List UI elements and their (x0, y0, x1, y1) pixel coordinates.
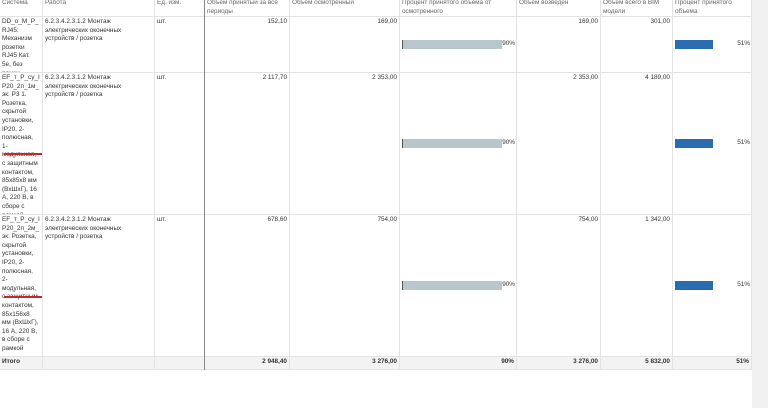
percent-label: 90% (502, 40, 515, 47)
percent-label: 51% (737, 281, 750, 288)
column-header[interactable]: Ед. изм. (155, 0, 205, 17)
percent-label: 90% (502, 281, 515, 288)
cell (400, 215, 517, 357)
total-cell: 3 276,00 (517, 357, 601, 370)
cell: шт. (155, 17, 205, 73)
total-cell: 51% (673, 357, 752, 370)
cell: 678,60 (205, 215, 290, 357)
cell: 169,00 (290, 17, 400, 73)
total-cell: 90% (400, 357, 517, 370)
cell: EF_т_P_су_IP20_2п_1м_эк: Р3 1. Розетка, … (0, 73, 43, 215)
cell: 2 117,70 (205, 73, 290, 215)
cell: 152,10 (205, 17, 290, 73)
cell (673, 17, 752, 73)
column-divider (204, 0, 205, 370)
cell (673, 215, 752, 357)
cell: 2 353,00 (290, 73, 400, 215)
progress-bar (675, 40, 714, 49)
cell: 6.2.3.4.2.3.1.2 Монтаж электрических око… (43, 215, 155, 357)
cell (673, 73, 752, 215)
annotation-underline (4, 296, 42, 298)
cell: 754,00 (290, 215, 400, 357)
cell: EF_т_P_су_IP20_2п_2м_эк: Розетка, скрыто… (0, 215, 43, 357)
percent-label: 51% (737, 139, 750, 146)
progress-bar (402, 281, 502, 290)
cell: 4 189,00 (601, 73, 673, 215)
cell: DD_o_M_P_RJ45: Механизм розетки RJ45 Кат… (0, 17, 43, 73)
cell: 301,00 (601, 17, 673, 73)
cell: 1 342,00 (601, 215, 673, 357)
cell (400, 17, 517, 73)
column-header[interactable]: Объем принятый за все периоды (205, 0, 290, 17)
total-cell: Итого (0, 357, 43, 370)
cell: 754,00 (517, 215, 601, 357)
progress-bar (675, 281, 714, 290)
cell: 2 353,00 (517, 73, 601, 215)
total-cell: 3 276,00 (290, 357, 400, 370)
column-header[interactable]: Объем осмотренный (290, 0, 400, 17)
annotation-underline (4, 153, 42, 155)
cell: 169,00 (517, 17, 601, 73)
cell: шт. (155, 215, 205, 357)
cell (43, 357, 155, 370)
cell: 6.2.3.4.2.3.1.2 Монтаж электрических око… (43, 73, 155, 215)
percent-label: 90% (502, 139, 515, 146)
progress-bar (402, 40, 502, 49)
column-header[interactable]: Процент принятого объема (673, 0, 752, 17)
total-cell: 5 832,00 (601, 357, 673, 370)
column-header[interactable]: Работа (43, 0, 155, 17)
column-header[interactable]: Объем возведен (517, 0, 601, 17)
cell: 6.2.3.4.2.3.1.2 Монтаж электрических око… (43, 17, 155, 73)
progress-bar (402, 139, 502, 148)
percent-label: 51% (737, 40, 750, 47)
cell: шт. (155, 73, 205, 215)
total-cell: 2 948,40 (205, 357, 290, 370)
progress-bar (675, 139, 714, 148)
column-header[interactable]: Объем всего в BIM модели (601, 0, 673, 17)
scroll-area (752, 0, 768, 408)
cell (155, 357, 205, 370)
cell (400, 73, 517, 215)
column-header[interactable]: Система (0, 0, 43, 17)
column-header[interactable]: Процент принятого объема от осмотренного (400, 0, 517, 17)
